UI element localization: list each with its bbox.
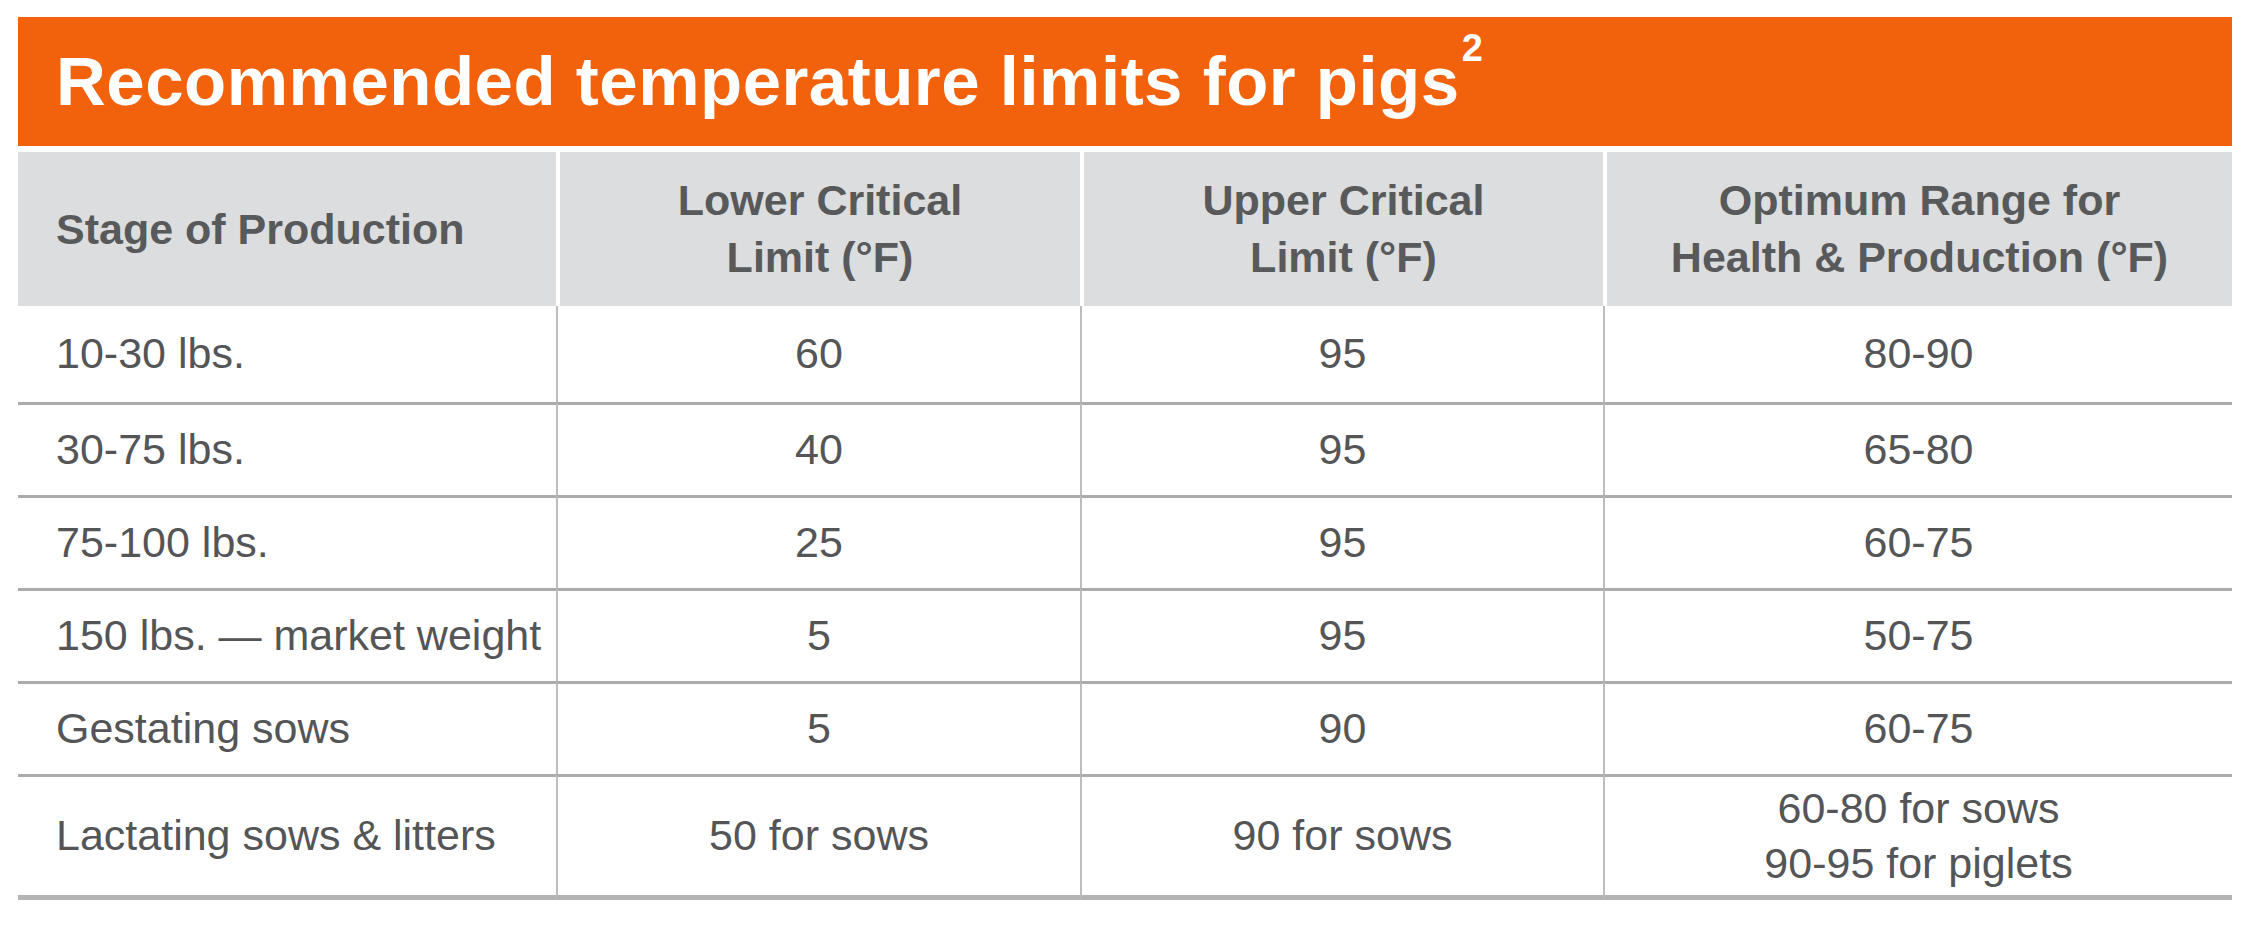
stage-cell: Gestating sows <box>18 681 556 774</box>
stage-cell: 75-100 lbs. <box>18 495 556 588</box>
table-row-75-100-lbs: 75-100 lbs. 25 95 60-75 <box>18 495 2232 588</box>
header-upper-critical-limit: Upper Critical Limit (°F) <box>1080 152 1603 306</box>
upper-critical-cell: 90 <box>1080 681 1603 774</box>
stage-cell: 150 lbs. — market weight <box>18 588 556 681</box>
lower-critical-cell: 5 <box>556 588 1080 681</box>
lower-critical-cell: 5 <box>556 681 1080 774</box>
lower-critical-cell: 50 for sows <box>556 774 1080 900</box>
optimum-range-cell: 60-75 <box>1603 681 2232 774</box>
header-optimum-range: Optimum Range for Health & Production (°… <box>1603 152 2232 306</box>
upper-critical-cell: 90 for sows <box>1080 774 1603 900</box>
upper-critical-cell: 95 <box>1080 402 1603 495</box>
lower-critical-cell: 40 <box>556 402 1080 495</box>
stage-cell: Lactating sows & litters <box>18 774 556 900</box>
upper-critical-cell: 95 <box>1080 588 1603 681</box>
table-row-gestating-sows: Gestating sows 5 90 60-75 <box>18 681 2232 774</box>
optimum-range-cell: 60-80 for sows 90-95 for piglets <box>1603 774 2232 900</box>
optimum-range-cell: 60-75 <box>1603 495 2232 588</box>
title-bar: Recommended temperature limits for pigs2 <box>18 17 2232 146</box>
stage-cell: 10-30 lbs. <box>18 306 556 402</box>
header-stage-of-production: Stage of Production <box>18 152 556 306</box>
temperature-limits-card: Recommended temperature limits for pigs2… <box>18 17 2232 900</box>
temperature-table: Stage of Production Lower Critical Limit… <box>18 152 2232 900</box>
table-row-lactating-sows-litters: Lactating sows & litters 50 for sows 90 … <box>18 774 2232 900</box>
stage-cell: 30-75 lbs. <box>18 402 556 495</box>
table-row-30-75-lbs: 30-75 lbs. 40 95 65-80 <box>18 402 2232 495</box>
table-row-10-30-lbs: 10-30 lbs. 60 95 80-90 <box>18 306 2232 402</box>
page-title-superscript: 2 <box>1462 27 1484 69</box>
header-lower-critical-limit: Lower Critical Limit (°F) <box>556 152 1080 306</box>
page-title-text: Recommended temperature limits for pigs <box>56 43 1460 120</box>
header-row: Stage of Production Lower Critical Limit… <box>18 152 2232 306</box>
lower-critical-cell: 25 <box>556 495 1080 588</box>
table-row-150-lbs-market-weight: 150 lbs. — market weight 5 95 50-75 <box>18 588 2232 681</box>
lower-critical-cell: 60 <box>556 306 1080 402</box>
optimum-range-cell: 50-75 <box>1603 588 2232 681</box>
upper-critical-cell: 95 <box>1080 495 1603 588</box>
upper-critical-cell: 95 <box>1080 306 1603 402</box>
optimum-range-cell: 80-90 <box>1603 306 2232 402</box>
optimum-range-cell: 65-80 <box>1603 402 2232 495</box>
page-title: Recommended temperature limits for pigs2 <box>56 47 1483 116</box>
